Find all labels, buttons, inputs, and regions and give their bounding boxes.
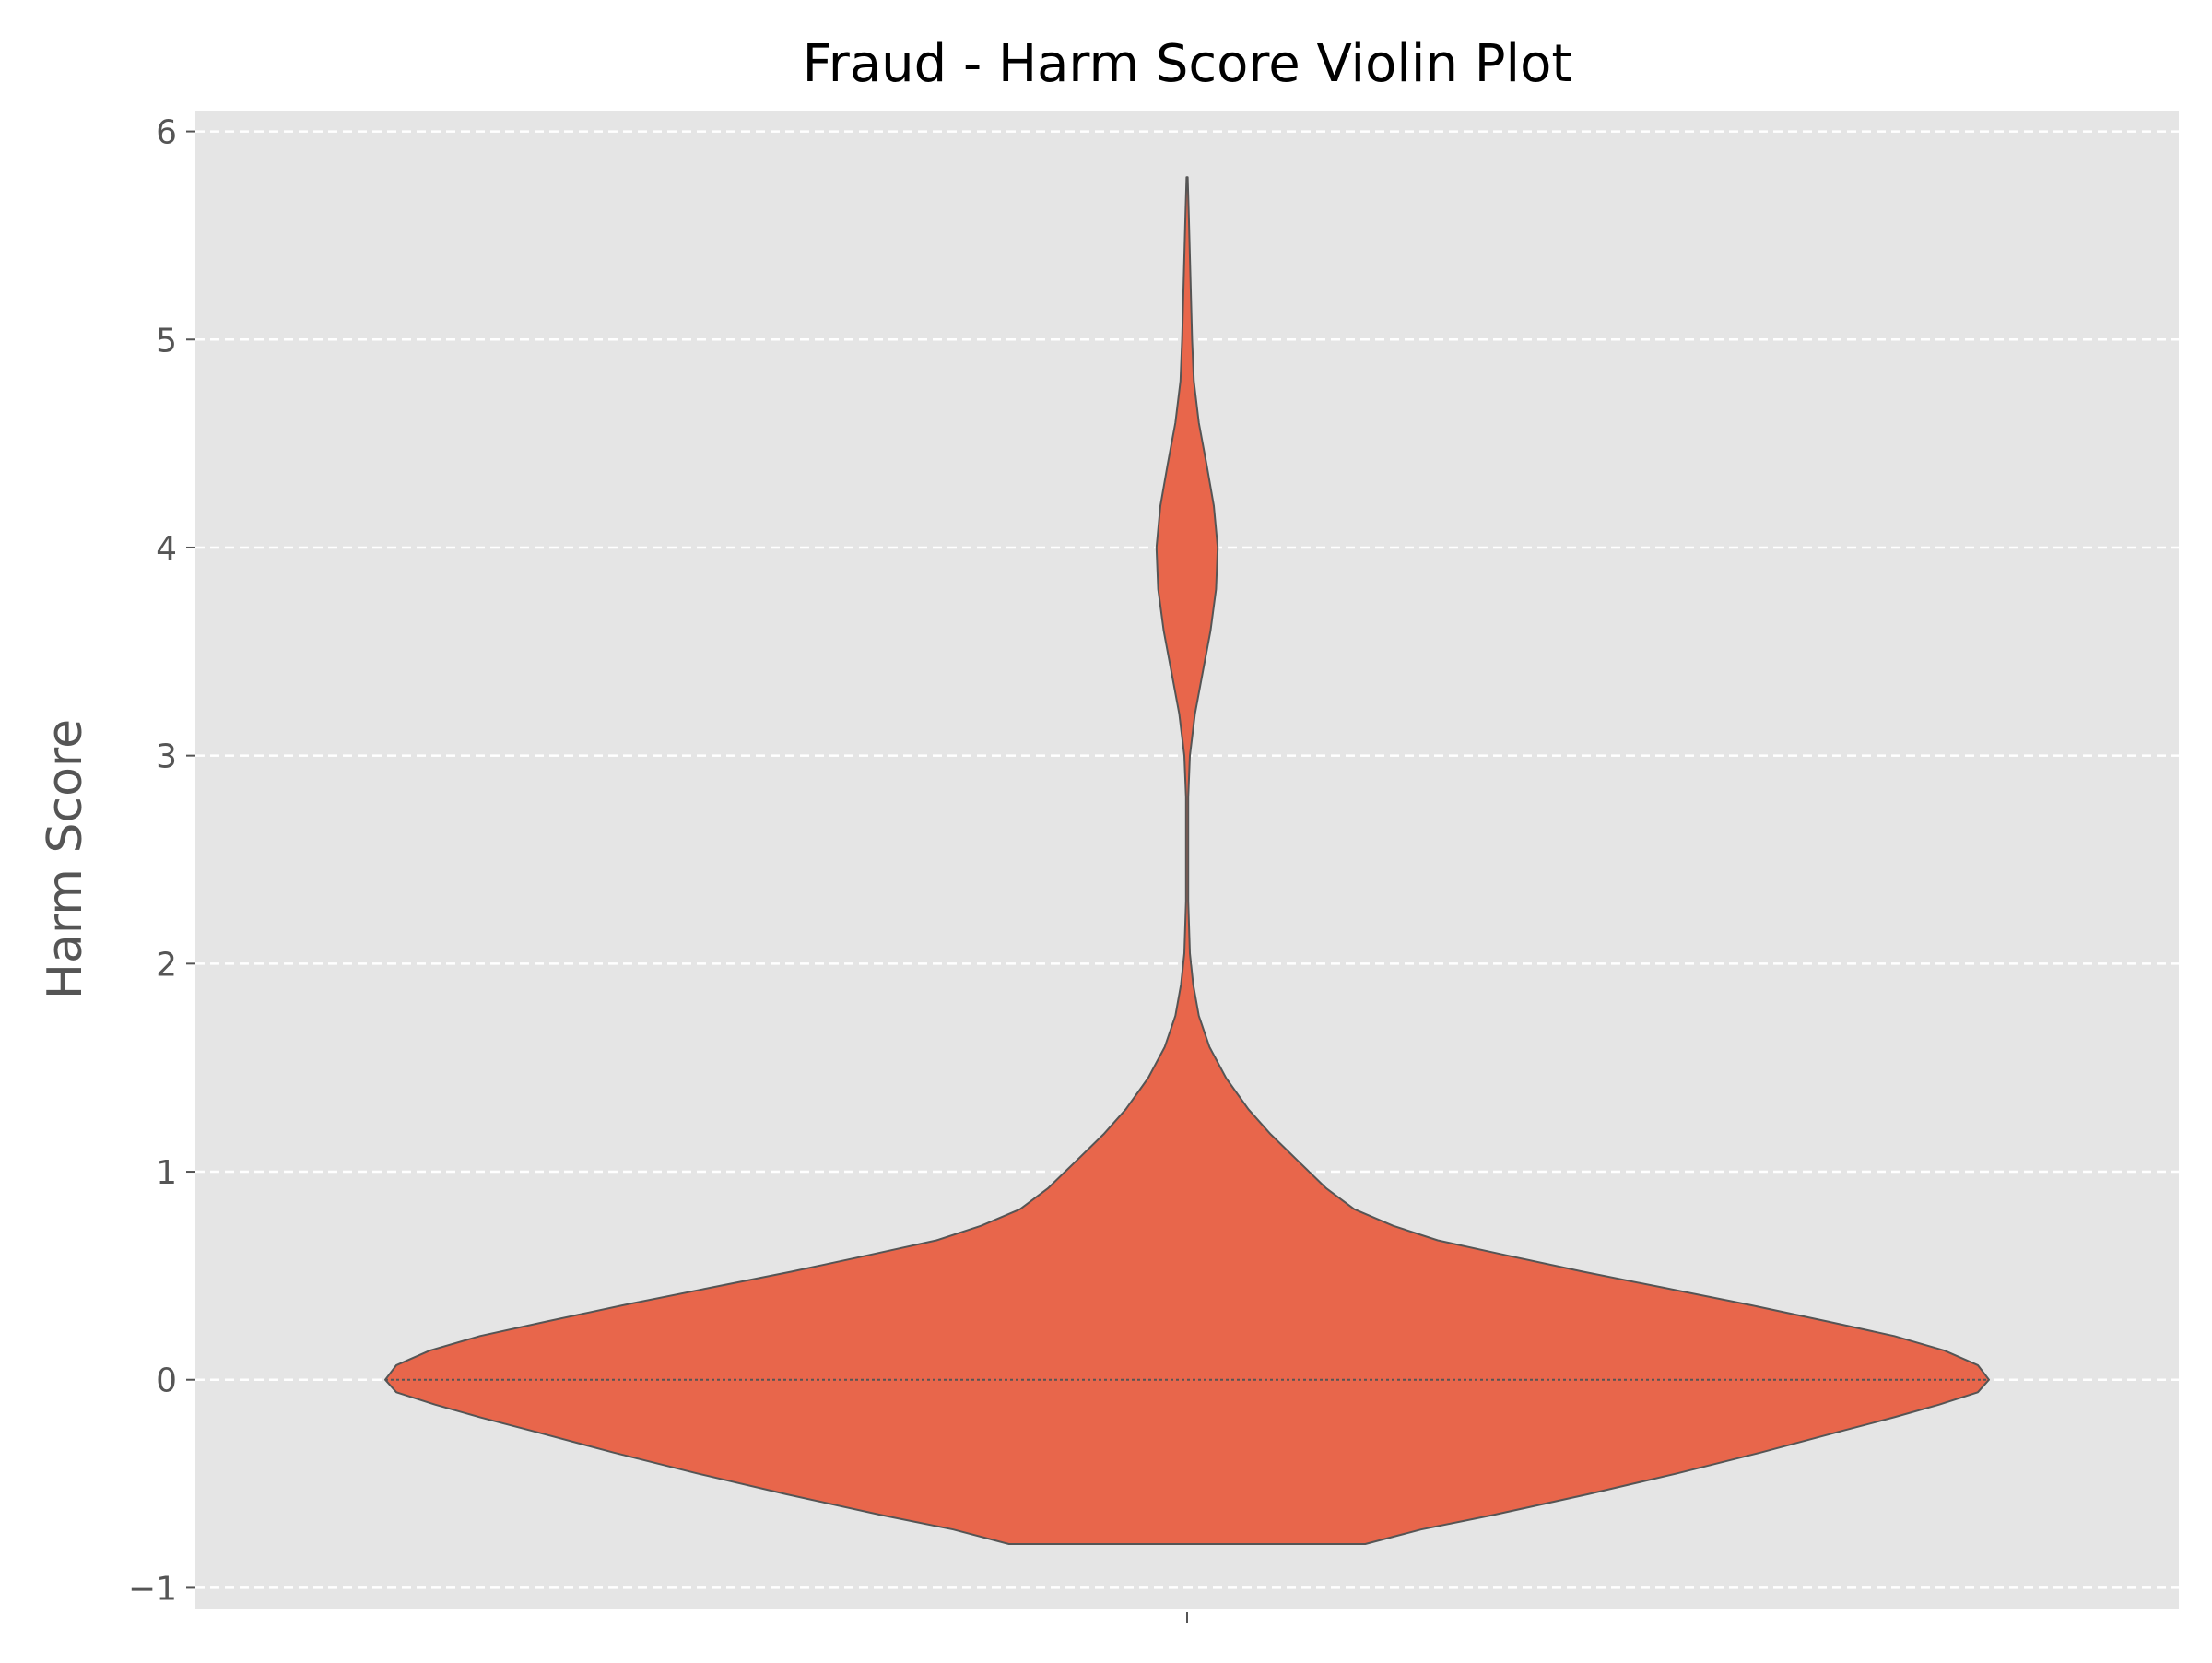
y-tick-label: 3 [156, 738, 177, 776]
violin-body [384, 176, 1990, 1545]
y-tick-label: −1 [128, 1570, 177, 1608]
y-tick-label: 2 [156, 946, 177, 984]
y-tick-label: 0 [156, 1362, 177, 1400]
violin-group [384, 176, 1990, 1545]
y-tick-label: 1 [156, 1154, 177, 1192]
y-tick-label: 5 [156, 322, 177, 360]
y-axis-label: Harm Score [38, 719, 93, 999]
y-tick-label: 6 [156, 114, 177, 152]
chart-title: Fraud - Harm Score Violin Plot [803, 34, 1572, 94]
y-axis-ticks: −1 0 1 2 3 4 5 6 [128, 114, 195, 1608]
y-tick-label: 4 [156, 530, 177, 568]
